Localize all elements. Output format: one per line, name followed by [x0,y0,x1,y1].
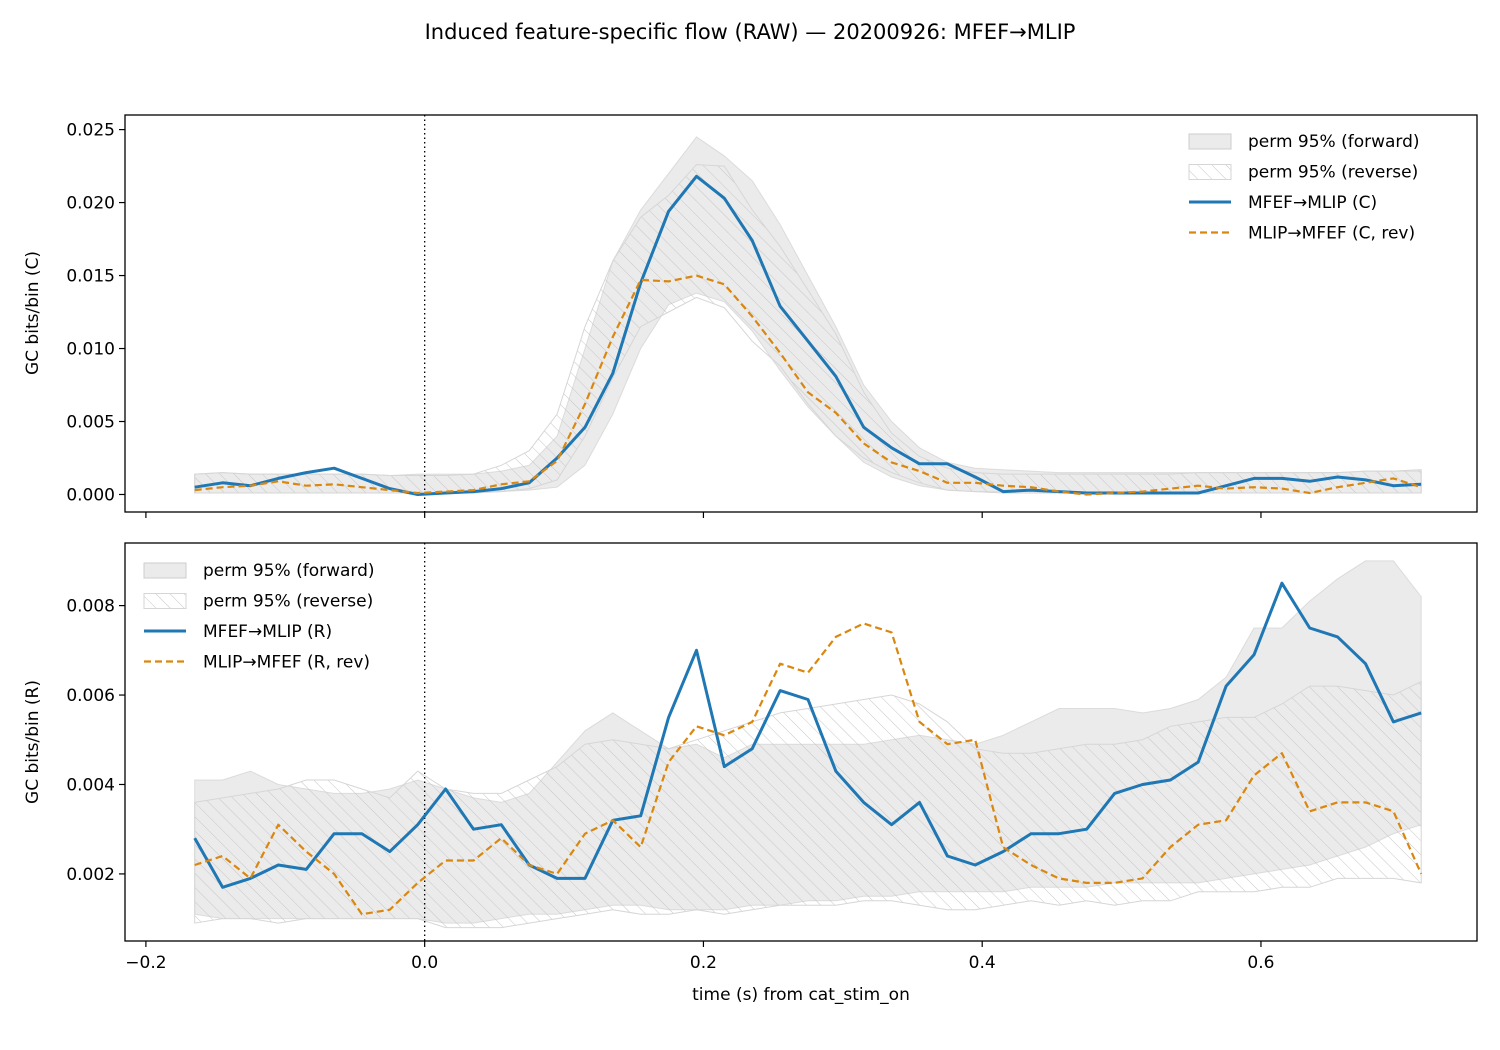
top-y-tick-label: 0.010 [66,340,115,360]
bottom-series-forward-line [193,581,1422,889]
top-legend-item: MFEF→MLIP (C) [1189,193,1377,213]
bottom-y-axis-label: GC bits/bin (R) [23,680,43,804]
bottom-y-tick-label: 0.008 [66,597,115,617]
bottom-axes-frame [124,542,1478,942]
legend-swatch-fill [1188,133,1232,150]
legend-label: perm 95% (reverse) [203,592,373,612]
top-legend-item: MLIP→MFEF (C, rev) [1189,224,1415,244]
bottom-panel: 0.002 0.004 0.006 0.008 −0.2 0.0 0.2 0.4 0.6 GC … [23,542,1478,1005]
top-y-tick-label: 0.015 [66,267,115,287]
bottom-legend-item: MFEF→MLIP (R) [144,622,332,642]
bottom-y-tick-label: 0.006 [66,686,115,706]
top-legend: perm 95% (forward) perm 95% (reverse) MFEF… [1188,132,1420,244]
top-legend-item: perm 95% (forward) [1188,132,1420,152]
top-legend-item: perm 95% (reverse) [1188,163,1418,183]
top-y-axis-label: GC bits/bin (C) [23,251,43,375]
legend-swatch-fill [143,562,187,579]
bottom-bands [194,560,1422,929]
legend-label: perm 95% (forward) [203,561,375,581]
bottom-y-tick-label: 0.002 [66,865,115,885]
legend-label: MFEF→MLIP (C) [1248,193,1377,213]
bottom-legend-item: MLIP→MFEF (R, rev) [144,653,370,673]
legend-label: perm 95% (forward) [1248,132,1420,152]
bottom-legend-item: perm 95% (reverse) [143,592,373,612]
top-panel: 0.000 0.005 0.010 0.015 0.020 0.025 GC bits/b… [23,114,1478,518]
bottom-x-tick-label: −0.2 [125,953,166,973]
top-y-tick-label: 0.025 [66,121,115,141]
bottom-perm-band-reverse [194,680,1422,929]
top-axes-frame [124,114,1478,513]
bottom-y-tick-label: 0.004 [66,775,115,795]
bottom-lines [193,543,1423,941]
x-axis-label: time (s) from cat_stim_on [692,985,910,1005]
top-axes: 0.000 0.005 0.010 0.015 0.020 0.025 [66,114,1478,518]
legend-label: MLIP→MFEF (C, rev) [1248,224,1415,244]
top-lines [194,115,1422,512]
bottom-x-tick-label: 0.4 [969,953,996,973]
top-y-tick-label: 0.000 [66,485,115,505]
top-y-tick-label: 0.005 [66,413,115,433]
bottom-series-reverse-line [194,622,1423,916]
bottom-x-tick-label: 0.0 [411,953,438,973]
legend-swatch-hatch [1188,164,1232,180]
bottom-legend-item: perm 95% (forward) [143,561,375,581]
bottom-axes: 0.002 0.004 0.006 0.008 −0.2 0.0 0.2 0.4 0.6 [66,542,1478,973]
legend-label: MFEF→MLIP (R) [203,622,332,642]
top-series-reverse-line [194,274,1422,496]
top-y-tick-label: 0.020 [66,194,115,214]
legend-label: MLIP→MFEF (R, rev) [203,653,370,673]
legend-label: perm 95% (reverse) [1248,163,1418,183]
bottom-x-tick-label: 0.6 [1247,953,1274,973]
top-perm-band-reverse [194,164,1422,494]
legend-swatch-hatch [143,593,187,609]
figure-title: Induced feature-specific flow (RAW) — 20… [425,20,1076,44]
bottom-legend: perm 95% (forward) perm 95% (reverse) MFEF… [143,561,375,673]
bottom-x-tick-label: 0.2 [690,953,717,973]
top-bands [194,136,1422,494]
